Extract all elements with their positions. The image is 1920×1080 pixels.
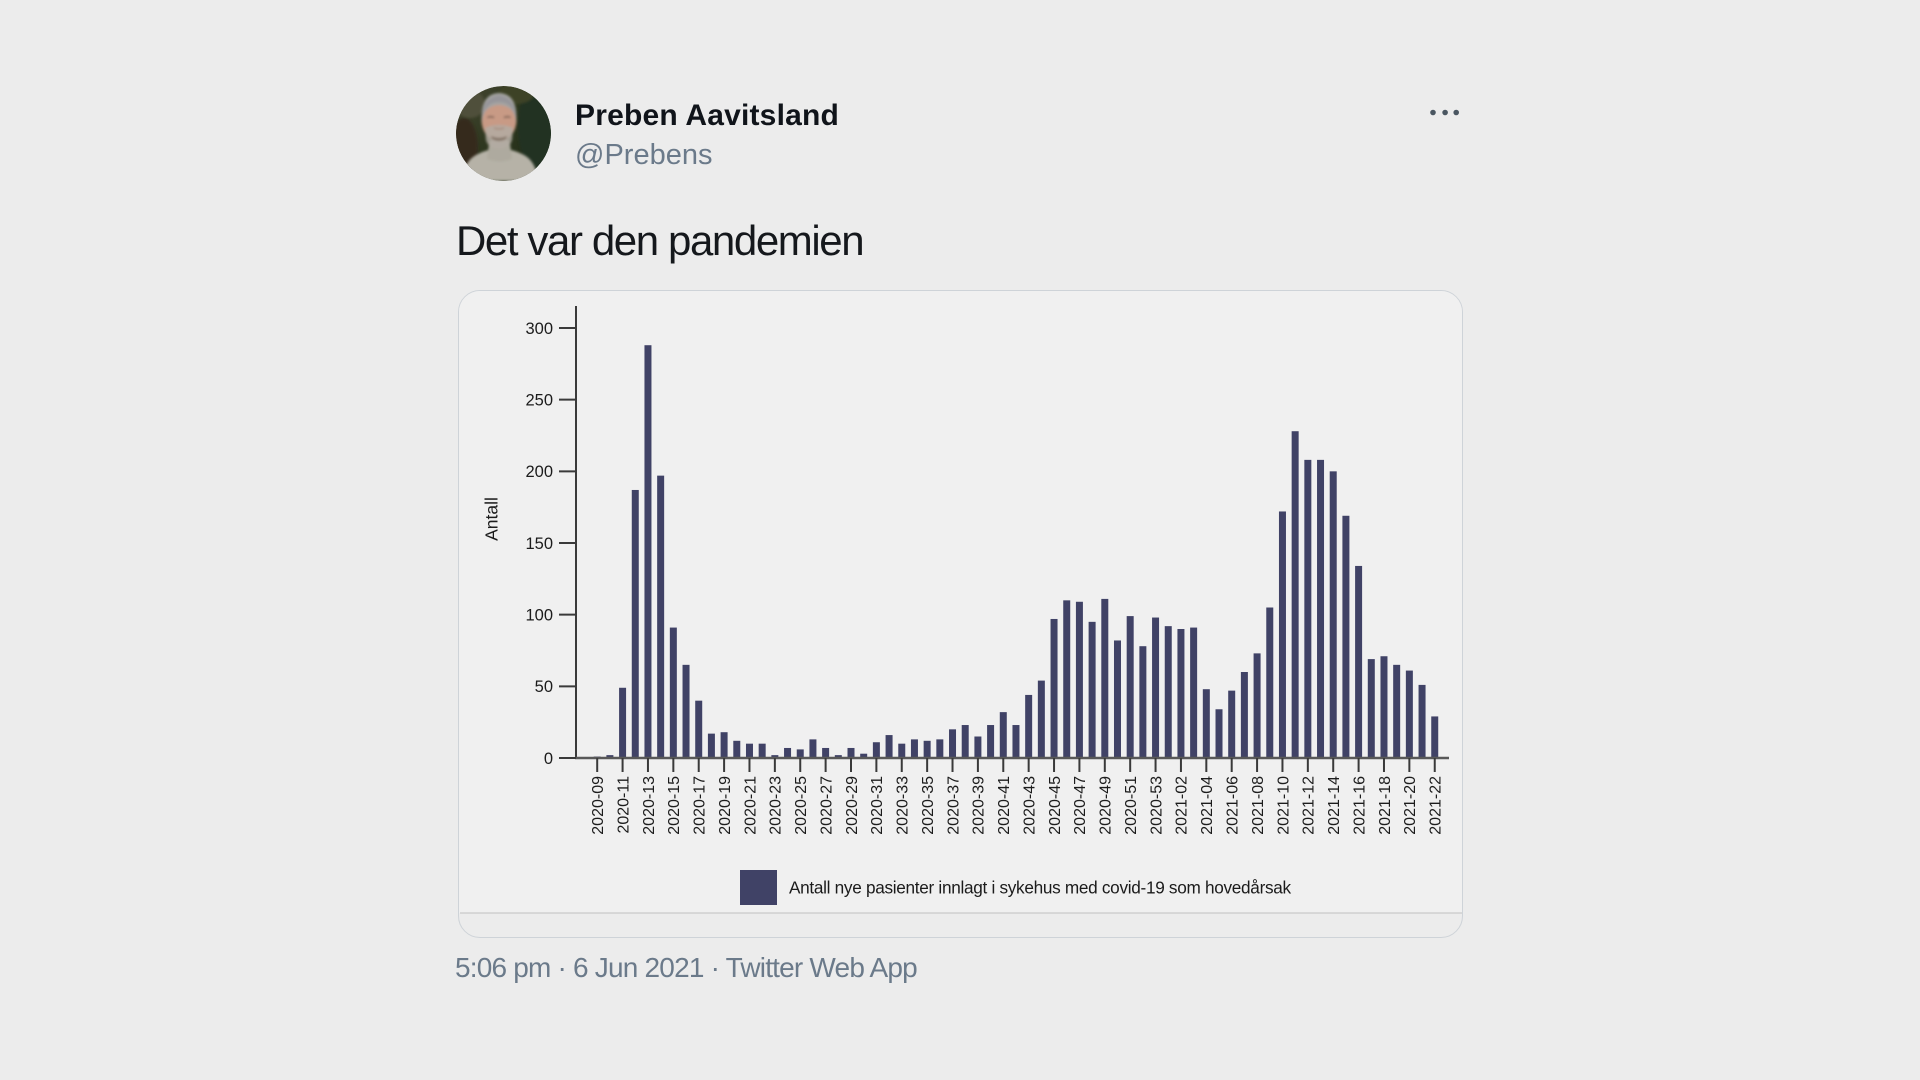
svg-text:2020-41: 2020-41 [996,776,1013,835]
svg-text:2020-13: 2020-13 [641,776,658,835]
svg-text:2021-10: 2021-10 [1275,776,1292,835]
svg-text:2020-49: 2020-49 [1098,776,1115,835]
svg-text:2020-45: 2020-45 [1047,776,1064,835]
svg-text:2020-15: 2020-15 [666,776,683,835]
svg-text:Antall nye pasienter innlagt i: Antall nye pasienter innlagt i sykehus m… [789,878,1292,898]
svg-text:2020-09: 2020-09 [590,776,607,835]
svg-text:2020-23: 2020-23 [768,776,785,835]
svg-text:2021-08: 2021-08 [1250,776,1267,835]
svg-text:2020-39: 2020-39 [971,776,988,835]
svg-text:2020-43: 2020-43 [1021,776,1038,835]
svg-text:2021-12: 2021-12 [1301,776,1318,835]
svg-text:2021-14: 2021-14 [1326,776,1343,835]
svg-text:2021-20: 2021-20 [1402,776,1419,835]
svg-text:2020-35: 2020-35 [920,776,937,835]
svg-text:2021-04: 2021-04 [1199,776,1216,835]
svg-text:300: 300 [525,320,553,338]
svg-text:2020-31: 2020-31 [869,776,886,835]
svg-text:2021-02: 2021-02 [1174,776,1191,835]
svg-text:2020-21: 2020-21 [742,776,759,835]
svg-text:100: 100 [525,606,553,624]
svg-text:2020-29: 2020-29 [844,776,861,835]
svg-text:2020-11: 2020-11 [615,776,632,834]
svg-text:2020-19: 2020-19 [717,776,734,835]
svg-text:2020-17: 2020-17 [692,776,709,835]
svg-text:2020-47: 2020-47 [1072,776,1089,835]
svg-text:150: 150 [525,535,553,553]
svg-text:200: 200 [525,463,553,481]
svg-text:2020-27: 2020-27 [818,776,835,835]
svg-text:2021-06: 2021-06 [1225,776,1242,835]
svg-text:2021-22: 2021-22 [1428,776,1445,835]
svg-text:250: 250 [525,391,553,409]
svg-text:2021-16: 2021-16 [1351,776,1368,835]
svg-text:2020-51: 2020-51 [1123,776,1140,835]
svg-text:50: 50 [535,678,553,696]
svg-text:2020-53: 2020-53 [1148,776,1165,835]
svg-text:2020-37: 2020-37 [945,776,962,835]
svg-text:2021-18: 2021-18 [1377,776,1394,835]
svg-text:2020-25: 2020-25 [793,776,810,835]
svg-text:Antall: Antall [482,497,502,541]
svg-text:0: 0 [544,750,553,768]
svg-text:2020-33: 2020-33 [895,776,912,835]
